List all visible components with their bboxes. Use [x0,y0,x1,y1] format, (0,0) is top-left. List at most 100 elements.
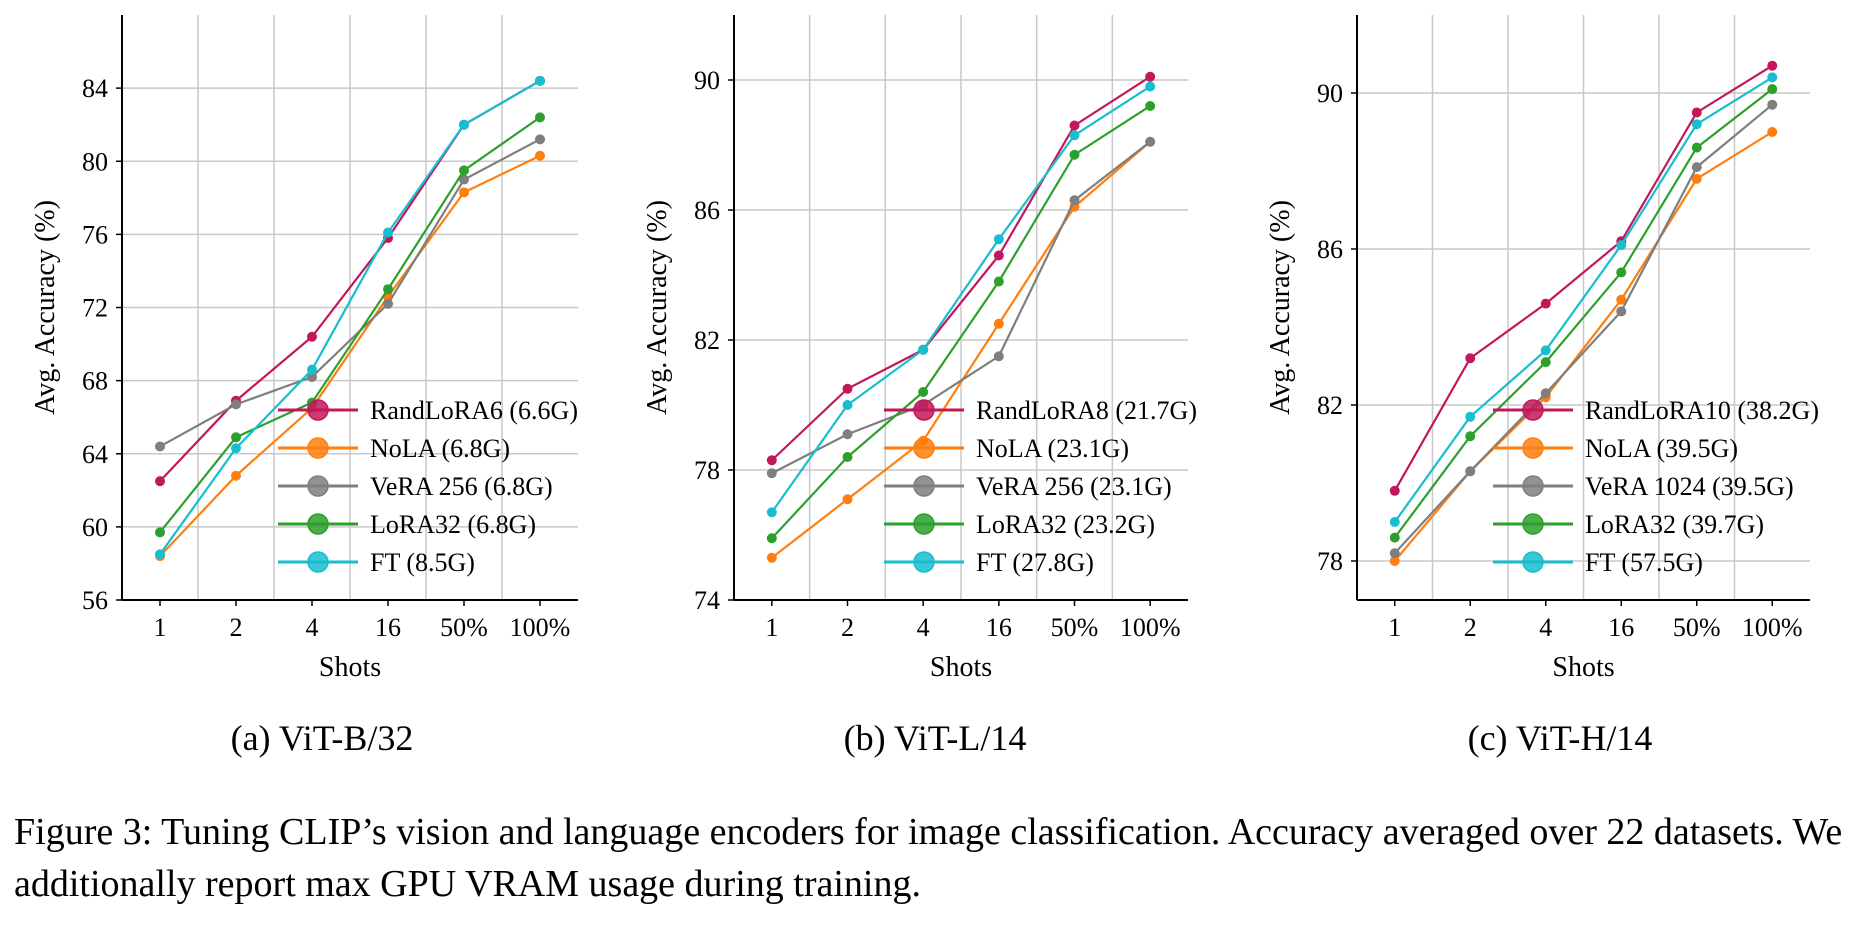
y-tick-label: 64 [82,440,108,469]
series-vera [1389,99,1778,559]
series-line [159,79,541,555]
data-point [842,383,853,394]
legend-label: LoRA32 (6.8G) [370,510,536,539]
x-tick-label: 1 [1388,613,1401,642]
x-tick-label: 16 [375,613,401,642]
data-point [1767,127,1778,137]
x-tick-label: 1 [765,613,778,642]
y-tick-label: 86 [1317,235,1343,264]
legend-swatch-marker [913,399,935,421]
series-line [159,154,541,557]
x-tick-label: 2 [230,613,243,642]
x-tick-label: 2 [841,613,854,642]
data-point [155,476,165,487]
series-lora [766,101,1156,544]
legend-label: RandLoRA8 (21.7G) [976,396,1197,425]
series-line [771,140,1151,475]
y-tick-label: 74 [694,586,720,615]
legend-label: FT (57.5G) [1585,548,1703,577]
data-point [1389,548,1400,559]
legend-label: VeRA 256 (23.1G) [976,472,1172,501]
series-ft [155,75,545,560]
data-point [1145,71,1156,82]
data-point [459,187,469,198]
legend: RandLoRA6 (6.6G) NoLA (6.8G) VeRA 256 (6.8… [278,396,578,577]
y-tick-label: 76 [82,220,108,249]
data-point [766,507,777,518]
data-point [1540,345,1551,356]
chart-panel-1: 56 60 64 68 72 76 80 84 1 2 4 16 50% 100% Shots Avg. Ac… [30,15,578,758]
data-point [535,112,545,123]
series-line [1393,64,1773,492]
y-tick-label: 82 [694,326,720,355]
data-point [1767,84,1778,95]
data-point [1389,517,1400,527]
data-point [307,371,317,382]
data-point [842,494,853,505]
legend-label: VeRA 1024 (39.5G) [1585,472,1794,501]
legend-swatch-marker [307,399,329,421]
series-line [771,140,1151,559]
data-point [842,400,853,410]
legend-swatch-marker [913,513,935,535]
data-point [766,552,777,563]
panel-caption: (b) ViT-L/14 [844,718,1027,758]
data-point [1540,298,1551,309]
data-point [535,134,545,145]
x-tick-label: 2 [1464,613,1477,642]
data-point [459,165,469,176]
data-point [842,429,853,440]
data-point [155,549,165,560]
series-vera [155,134,545,452]
data-point [1691,173,1702,184]
x-tick-label: 100% [510,613,571,642]
legend: RandLoRA10 (38.2G) NoLA (39.5G) VeRA 1024 … [1493,396,1819,577]
y-tick-label: 78 [694,456,720,485]
data-point [993,250,1004,261]
legend-label: NoLA (39.5G) [1585,434,1738,463]
legend-swatch-marker [1522,551,1544,573]
figure-canvas: 56 60 64 68 72 76 80 84 1 2 4 16 50% 100% Shots Avg. Ac… [30,15,1819,758]
series-randlora [1389,60,1778,496]
legend-swatch-marker [1522,513,1544,535]
y-tick-label: 56 [82,586,108,615]
data-point [993,234,1004,245]
series-lora [1389,84,1778,543]
data-point [766,533,777,544]
series-line [1393,88,1773,539]
data-point [1069,120,1080,131]
series-line [1393,76,1773,523]
data-point [1145,81,1156,92]
data-point [459,119,469,130]
x-tick-label: 100% [1120,613,1181,642]
series-line [771,105,1151,539]
data-point [1465,466,1476,477]
x-tick-label: 4 [306,613,319,642]
data-point [1616,294,1627,305]
series-ft [1389,72,1778,527]
legend-swatch-marker [1522,399,1544,421]
data-point [535,75,545,86]
y-tick-label: 72 [82,294,108,323]
legend-label: NoLA (23.1G) [976,434,1129,463]
x-axis-label: Shots [1552,652,1614,683]
data-point [1389,556,1400,566]
series-line [771,75,1151,462]
x-tick-label: 50% [440,613,488,642]
y-tick-label: 90 [1317,79,1343,108]
chart-panel-2: 74 78 82 86 90 1 2 4 16 50% 100% Shots Avg. Accuracy… [642,15,1197,758]
legend-label: NoLA (6.8G) [370,434,510,463]
y-tick-label: 80 [82,147,108,176]
data-point [155,527,165,538]
data-point [535,150,545,161]
y-axis-label: Avg. Accuracy (%) [30,200,61,415]
y-tick-label: 60 [82,513,108,542]
series-line [1393,103,1773,554]
legend-label: RandLoRA10 (38.2G) [1585,396,1819,425]
data-point [1691,162,1702,173]
legend: RandLoRA8 (21.7G) NoLA (23.1G) VeRA 256 (2… [884,396,1197,577]
data-point [1540,357,1551,368]
x-tick-label: 50% [1673,613,1721,642]
x-axis-label: Shots [319,652,381,683]
series-ft [766,81,1156,518]
